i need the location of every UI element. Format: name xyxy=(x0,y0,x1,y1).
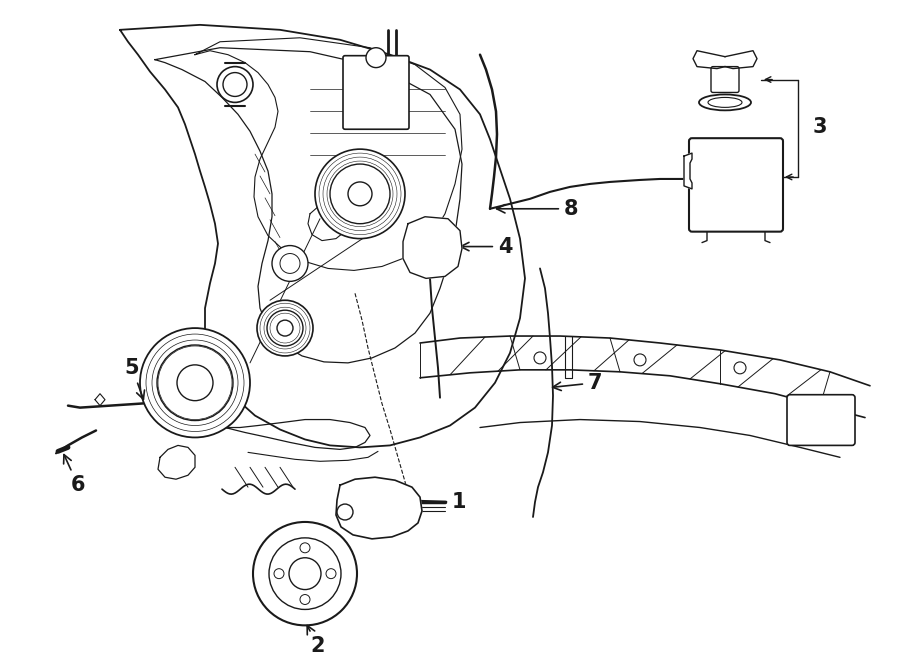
Circle shape xyxy=(177,365,213,401)
Circle shape xyxy=(366,48,386,67)
Circle shape xyxy=(269,538,341,609)
Circle shape xyxy=(326,568,336,578)
Circle shape xyxy=(274,568,284,578)
Circle shape xyxy=(300,543,310,553)
Text: 5: 5 xyxy=(125,358,145,399)
Circle shape xyxy=(534,352,546,364)
Circle shape xyxy=(634,354,646,366)
Circle shape xyxy=(300,594,310,604)
Circle shape xyxy=(257,300,313,356)
Polygon shape xyxy=(725,51,757,69)
Polygon shape xyxy=(403,217,462,278)
Circle shape xyxy=(734,362,746,374)
Circle shape xyxy=(315,149,405,239)
Circle shape xyxy=(348,182,372,206)
FancyBboxPatch shape xyxy=(689,138,783,231)
Circle shape xyxy=(140,328,250,438)
Text: 1: 1 xyxy=(380,492,466,512)
Text: 2: 2 xyxy=(307,625,325,656)
Ellipse shape xyxy=(699,95,751,110)
Text: 3: 3 xyxy=(813,117,827,137)
Polygon shape xyxy=(693,51,725,69)
Circle shape xyxy=(272,246,308,282)
Circle shape xyxy=(289,558,321,590)
Circle shape xyxy=(157,345,233,420)
Circle shape xyxy=(330,164,390,223)
FancyBboxPatch shape xyxy=(711,67,739,93)
Circle shape xyxy=(267,310,303,346)
Circle shape xyxy=(280,254,300,274)
Text: 4: 4 xyxy=(461,237,512,256)
FancyBboxPatch shape xyxy=(787,395,855,446)
Polygon shape xyxy=(684,153,692,189)
Text: 8: 8 xyxy=(497,199,579,219)
Polygon shape xyxy=(336,477,422,539)
Text: 6: 6 xyxy=(64,455,86,495)
Circle shape xyxy=(217,67,253,102)
Circle shape xyxy=(277,320,293,336)
Text: 7: 7 xyxy=(553,373,602,393)
Circle shape xyxy=(253,522,357,625)
Circle shape xyxy=(337,504,353,520)
FancyBboxPatch shape xyxy=(343,56,409,130)
